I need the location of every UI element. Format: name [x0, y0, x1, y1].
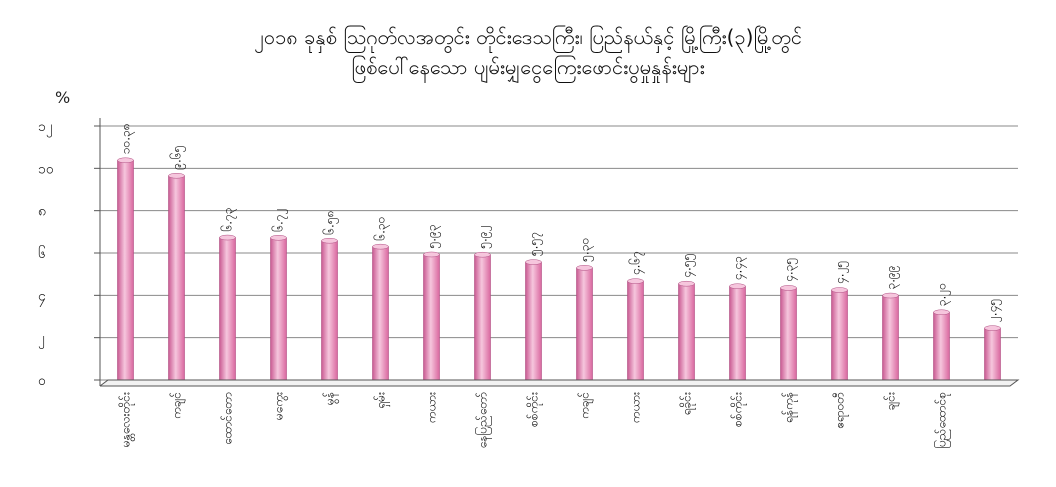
- x-axis-floor: [99, 379, 1020, 387]
- category-label: ထောင်တော: [220, 392, 235, 445]
- y-tick-label: ၁၀: [38, 161, 54, 177]
- data-label: ၆.၃၀: [373, 217, 391, 241]
- data-label: ၄.၅၅: [680, 254, 697, 278]
- bar-cap: [117, 157, 134, 164]
- y-tick-label: ၀: [38, 373, 46, 389]
- bar-cap: [831, 287, 848, 293]
- bar: [423, 254, 440, 381]
- bar: [372, 246, 389, 381]
- data-label: ၅.၅၇: [527, 232, 544, 256]
- data-label: ၂.၄၅: [986, 299, 1003, 322]
- data-label: ၄.၂၅: [833, 261, 850, 284]
- bar-cap: [933, 309, 950, 316]
- bar: [117, 159, 134, 381]
- category-label: ချင်း: [883, 392, 901, 410]
- category-label: ပြည်ထောင်စု: [933, 392, 952, 449]
- category-label: မကွေး: [272, 392, 289, 420]
- y-tick-label: ၄: [38, 288, 46, 306]
- bar: [627, 280, 644, 381]
- category-label: မွန်: [322, 392, 340, 405]
- bar-cap: [219, 234, 236, 241]
- axes: [99, 118, 1020, 387]
- y-tick-label: ၈: [38, 204, 46, 220]
- bar: [678, 283, 695, 381]
- bars: [117, 157, 1001, 381]
- bar-cap: [627, 278, 644, 284]
- category-label: ရခိုင်း: [679, 392, 697, 415]
- category-label: ကချင်: [577, 392, 595, 419]
- bar: [576, 267, 593, 381]
- data-label: ၃.၂၀: [935, 283, 952, 306]
- category-label: ဧရာဝတီ: [832, 392, 850, 429]
- y-axis-ticks: ၀ ၂ ၄ ၆ ၈ ၁၀ ၁၂: [38, 119, 100, 389]
- bar: [219, 237, 236, 381]
- bar: [780, 287, 797, 381]
- gridlines: [100, 125, 1018, 381]
- bar-cap: [321, 237, 338, 244]
- y-axis-unit-label: %: [55, 88, 71, 107]
- data-label: ၅.၃၀: [578, 238, 595, 262]
- bar-cap: [423, 251, 440, 258]
- category-label: ကယား: [425, 392, 439, 423]
- y-tick-label: ၁၂: [38, 119, 53, 137]
- bar-cap: [525, 259, 542, 265]
- chart-title-line-2: ဖြစ်ပေါ်နေသော ပျမ်းမျှငွေကြေးဖောင်းပွမှု…: [351, 55, 705, 79]
- category-label: စစ်ကိုင်း: [526, 392, 544, 427]
- bar-cap: [474, 251, 491, 258]
- bar: [474, 254, 491, 381]
- bar-cap: [576, 265, 593, 271]
- bar: [933, 311, 950, 381]
- data-labels: ၁၀.၃၈၉.၆၅၆.၇၃ ၆.၇၂ ၆.၅၈ ၆.၃၀ ၅.၉၃ ၅.၉၂ ၅.၅၇ ၅.၃…: [119, 123, 1003, 322]
- chart-title-line-1: ၂၀၁၈ ခုနှစ် ဩဂုတ်လအတွင်း တိုင်းဒေသကြီး၊ …: [254, 25, 802, 49]
- data-label: ၅.၉၃: [425, 224, 442, 248]
- category-label: ရှမ်း: [373, 392, 391, 409]
- category-label: ကချင်: [169, 392, 187, 419]
- bar: [831, 289, 848, 381]
- data-label: ၄.၃၅: [782, 258, 799, 282]
- bar-cap: [984, 325, 1001, 331]
- bar: [729, 285, 746, 381]
- bar: [270, 237, 287, 381]
- data-label: ၆.၇၂: [271, 209, 289, 232]
- bar-cap: [678, 280, 695, 287]
- y-tick-label: ၆: [38, 246, 46, 262]
- category-label: ကယား: [629, 392, 643, 423]
- data-label: ၄.၆၇: [628, 251, 646, 275]
- y-tick-label: ၂: [38, 331, 45, 349]
- category-label: မန္တလေးတိုင်း: [118, 392, 136, 447]
- data-label: ၆.၇၃: [220, 207, 238, 231]
- data-label: ၉.၆၅: [169, 146, 187, 170]
- bar-cap: [882, 292, 899, 299]
- bar-cap: [168, 172, 185, 179]
- data-label: ၁၀.၃၈: [119, 123, 136, 154]
- data-label: ၄.၄၃: [731, 256, 748, 280]
- category-label: ရန်ကုန်: [781, 392, 799, 423]
- category-label: စစ်ကိုင်း: [730, 392, 748, 427]
- bar: [882, 295, 899, 381]
- bar-cap: [780, 285, 797, 291]
- bar: [525, 261, 542, 381]
- bar-cap: [270, 235, 287, 241]
- bar: [984, 327, 1001, 381]
- bar-cap: [372, 243, 389, 250]
- data-label: ၅.၉၂: [476, 225, 493, 248]
- bar: [321, 240, 338, 381]
- category-label: နေပြည်တော်: [474, 392, 493, 448]
- data-label: ၆.၅၈: [322, 211, 340, 235]
- category-labels: မန္တလေးတိုင်း ကချင် ထောင်တော မကွေး မွန် ရှမ်း…: [118, 392, 952, 449]
- bar-cap: [729, 283, 746, 289]
- data-label: ၃.၉၉: [884, 265, 901, 289]
- bar: [168, 175, 185, 381]
